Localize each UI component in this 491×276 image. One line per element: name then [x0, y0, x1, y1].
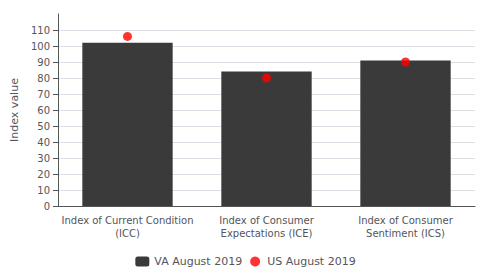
- svg-text:60: 60: [37, 105, 50, 116]
- svg-text:20: 20: [37, 169, 50, 180]
- svg-text:Index of Current Condition: Index of Current Condition: [62, 215, 194, 226]
- svg-text:40: 40: [37, 137, 50, 148]
- svg-text:100: 100: [31, 41, 50, 52]
- svg-text:50: 50: [37, 121, 50, 132]
- svg-text:US August 2019: US August 2019: [267, 255, 356, 268]
- svg-text:80: 80: [37, 73, 50, 84]
- svg-text:(ICC): (ICC): [115, 228, 140, 239]
- svg-text:30: 30: [37, 153, 50, 164]
- svg-text:70: 70: [37, 89, 50, 100]
- svg-text:Expectations (ICE): Expectations (ICE): [221, 228, 313, 239]
- svg-text:Sentiment (ICS): Sentiment (ICS): [366, 228, 445, 239]
- svg-text:10: 10: [37, 185, 50, 196]
- svg-text:Index of Consumer: Index of Consumer: [358, 215, 453, 226]
- svg-text:110: 110: [31, 25, 50, 36]
- svg-text:90: 90: [37, 57, 50, 68]
- svg-text:0: 0: [44, 201, 50, 212]
- svg-text:VA August 2019: VA August 2019: [154, 255, 242, 268]
- svg-text:Index of Consumer: Index of Consumer: [219, 215, 314, 226]
- svg-text:Index value: Index value: [8, 78, 21, 142]
